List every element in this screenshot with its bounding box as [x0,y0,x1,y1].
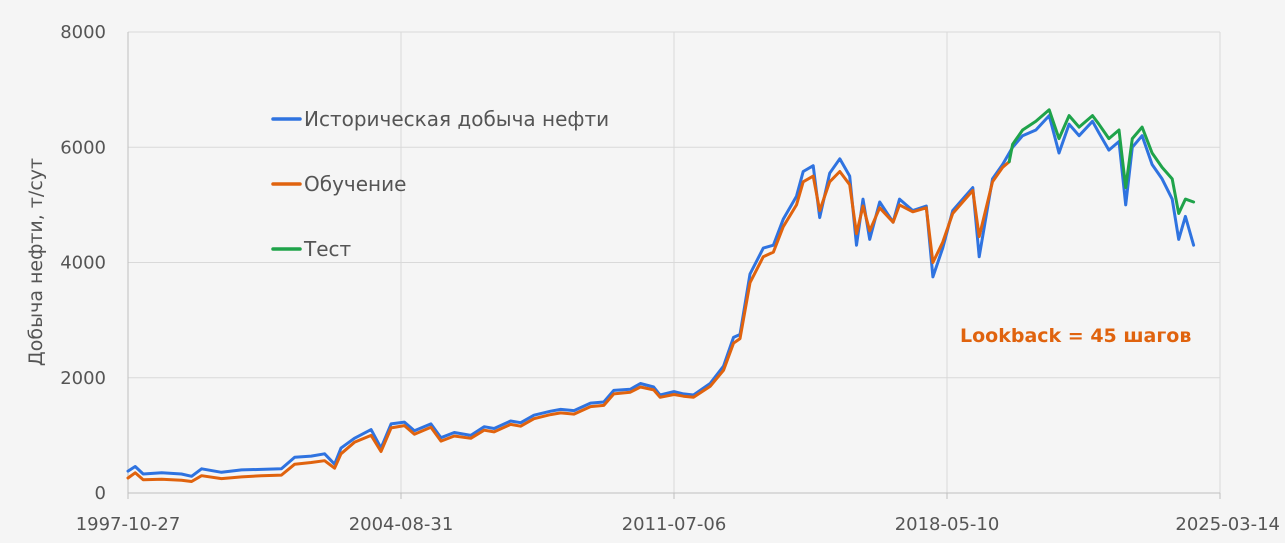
legend-training-label: Обучение [304,172,406,196]
legend: Историческая добыча нефти Обучение Тест [271,107,609,261]
test-series-line [1007,108,1196,215]
training-series-line [126,160,1011,483]
y-tick-label: 4000 [60,253,106,274]
x-tick-label: 2018-05-10 [895,514,1000,535]
x-tick-label: 2004-08-31 [349,514,454,535]
x-tick-label: 1997-10-27 [76,514,181,535]
legend-historical-label: Историческая добыча нефти [304,107,609,131]
x-tick-label: 2025-03-14 [1175,514,1280,535]
axes: 0 2000 4000 6000 8000 1997-10-27 2004-08-31 201… [60,22,1280,535]
y-axis-label: Добыча нефти, т/сут [25,158,47,366]
lookback-annotation: Lookback = 45 шагов [960,325,1191,347]
legend-test-label: Тест [303,237,352,261]
series-group [126,108,1196,483]
y-tick-label: 6000 [60,137,106,158]
y-tick-label: 8000 [60,22,106,43]
x-tick-label: 2011-07-06 [622,514,727,535]
y-tick-label: 2000 [60,368,106,389]
y-tick-label: 0 [95,483,106,504]
